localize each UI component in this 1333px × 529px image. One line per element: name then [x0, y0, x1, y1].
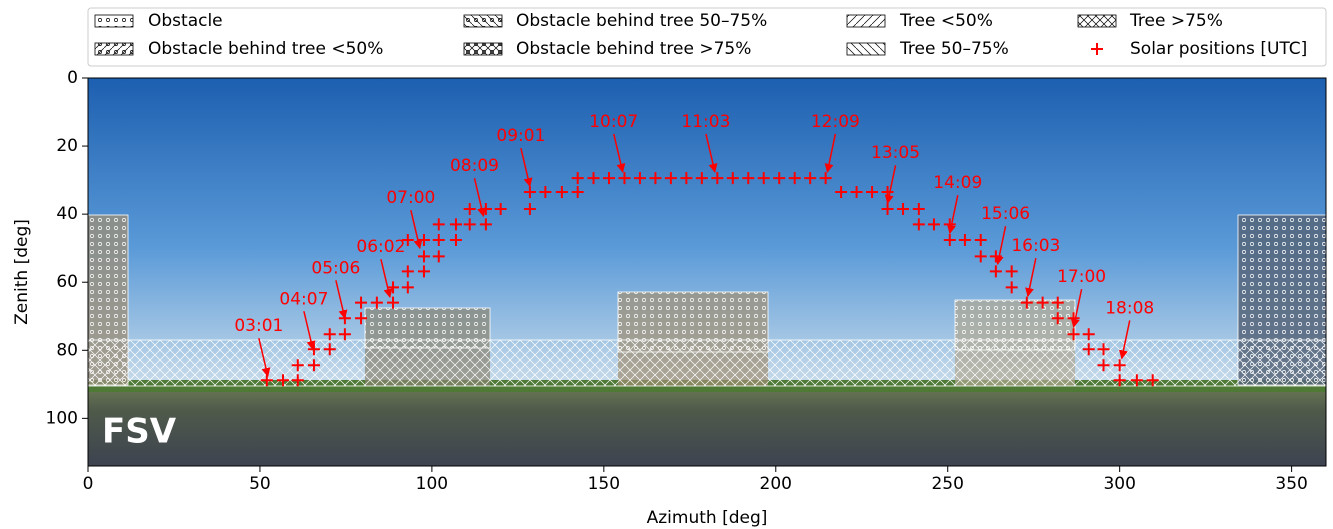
annotation-label: 14:09: [933, 173, 982, 193]
annotation-label: 09:01: [496, 126, 545, 146]
legend-label: Tree <50%: [899, 11, 993, 31]
annotation-label: 08:09: [450, 156, 499, 176]
y-tick-label: 0: [67, 68, 78, 88]
x-tick-label: 350: [1275, 474, 1307, 494]
x-tick-label: 150: [588, 474, 620, 494]
legend-swatch-overlay: [464, 43, 502, 55]
annotation-label: 12:09: [811, 112, 860, 132]
annotation-label: 15:06: [981, 204, 1030, 224]
legend-label: Tree >75%: [1129, 11, 1223, 31]
annotation-label: 05:06: [311, 258, 360, 278]
annotation-label: 03:01: [234, 316, 283, 336]
x-tick-label: 100: [416, 474, 448, 494]
y-tick-label: 40: [56, 204, 78, 224]
x-tick-label: 250: [931, 474, 963, 494]
annotation-label: 10:07: [589, 112, 638, 132]
annotation-label: 11:03: [681, 112, 730, 132]
annotation-label: 18:08: [1105, 298, 1154, 318]
y-axis-label: Zenith [deg]: [12, 219, 32, 325]
legend-swatch: [847, 43, 885, 55]
y-tick-label: 100: [46, 408, 78, 428]
legend-swatch: [95, 15, 133, 27]
legend-swatch: [847, 15, 885, 27]
y-tick-label: 80: [56, 340, 78, 360]
annotation-label: 16:03: [1011, 236, 1060, 256]
legend-label: Tree 50–75%: [899, 39, 1009, 59]
x-tick-label: 200: [760, 474, 792, 494]
y-tick-label: 20: [56, 136, 78, 156]
x-tick-label: 0: [83, 474, 94, 494]
annotation-label: 06:02: [356, 237, 405, 257]
legend-label: Obstacle behind tree >75%: [516, 39, 751, 59]
legend-swatch: [1078, 15, 1116, 27]
x-tick-label: 50: [249, 474, 271, 494]
y-tick-label: 60: [56, 272, 78, 292]
x-axis-label: Azimuth [deg]: [647, 508, 768, 528]
legend-label: Obstacle behind tree <50%: [148, 39, 383, 59]
chart: FSV Azimuth [deg] Zenith [deg] 0 50 100 150…: [0, 0, 1333, 529]
site-label: FSV: [102, 412, 177, 452]
annotation-label: 17:00: [1057, 267, 1106, 287]
legend-swatch-overlay: [95, 43, 133, 55]
legend-swatch-overlay: [464, 15, 502, 27]
annotation-label: 04:07: [279, 289, 328, 309]
annotation-label: 13:05: [871, 143, 920, 163]
annotation-label: 07:00: [386, 188, 435, 208]
legend-label: Obstacle behind tree 50–75%: [516, 11, 767, 31]
legend-label: Obstacle: [148, 11, 223, 31]
x-tick-label: 300: [1103, 474, 1135, 494]
legend-label: Solar positions [UTC]: [1130, 39, 1307, 59]
